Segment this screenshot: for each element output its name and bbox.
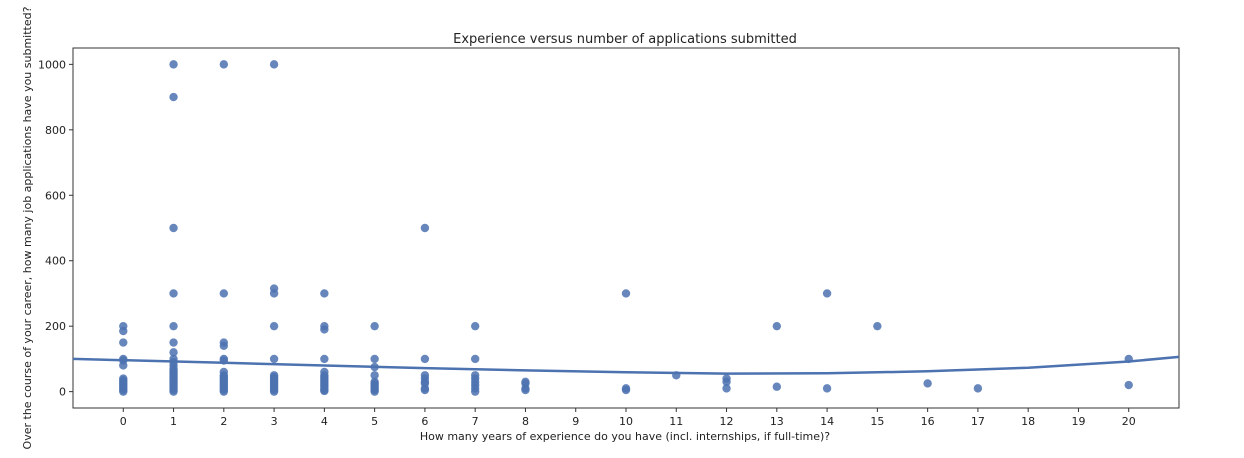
y-tick-label: 600 xyxy=(45,189,66,202)
data-point xyxy=(320,354,329,364)
x-tick-label: 9 xyxy=(572,415,579,428)
data-point xyxy=(621,384,631,393)
data-point xyxy=(973,384,983,393)
data-point xyxy=(169,348,178,357)
x-tick-label: 3 xyxy=(271,415,278,428)
chart-title: Experience versus number of applications… xyxy=(453,32,797,47)
plot-area: 0 1 2 3 4 5 6 7 8 9 10 11 12 13 14 15 16 17 18 19 2002004006… xyxy=(38,47,1180,428)
data-point xyxy=(269,321,279,331)
data-point xyxy=(269,354,279,364)
data-point xyxy=(269,284,279,293)
x-tick-label: 4 xyxy=(321,415,328,428)
x-tick-label: 8 xyxy=(522,415,529,428)
data-point xyxy=(219,354,229,364)
x-tick-label: 2 xyxy=(220,415,227,428)
data-point xyxy=(119,374,128,383)
data-point xyxy=(169,60,178,69)
data-point xyxy=(420,354,430,364)
data-point xyxy=(420,371,430,380)
y-tick-label: 1000 xyxy=(38,58,66,71)
y-tick-label: 800 xyxy=(45,124,66,137)
x-tick-label: 16 xyxy=(921,415,935,428)
y-tick-label: 400 xyxy=(45,255,66,268)
x-tick-label: 18 xyxy=(1021,415,1035,428)
x-tick-label: 20 xyxy=(1122,415,1136,428)
data-point xyxy=(219,367,229,377)
y-tick-label: 200 xyxy=(45,320,66,333)
x-tick-label: 14 xyxy=(820,415,834,428)
trend-line xyxy=(72,355,1180,375)
data-point xyxy=(169,223,178,233)
x-tick-label: 12 xyxy=(720,415,734,428)
data-point xyxy=(169,289,178,298)
data-point xyxy=(169,338,178,347)
data-point xyxy=(320,289,329,298)
data-point xyxy=(169,92,178,102)
x-tick-label: 13 xyxy=(770,415,784,428)
data-point xyxy=(822,384,832,393)
data-point xyxy=(1124,380,1133,390)
data-point xyxy=(320,321,329,331)
x-tick-label: 0 xyxy=(120,415,127,428)
data-point xyxy=(169,321,178,331)
x-tick-label: 5 xyxy=(371,415,378,428)
data-point xyxy=(470,354,480,364)
x-axis-label: How many years of experience do you have… xyxy=(420,430,830,443)
data-point xyxy=(370,321,379,331)
data-point xyxy=(119,321,128,331)
x-tick-label: 15 xyxy=(870,415,884,428)
data-point xyxy=(873,321,882,331)
data-point xyxy=(269,371,279,380)
data-point xyxy=(621,289,631,298)
data-point xyxy=(822,289,832,298)
data-point xyxy=(772,321,782,331)
data-point xyxy=(370,371,379,380)
data-point xyxy=(470,321,480,331)
data-point xyxy=(772,382,782,391)
data-point xyxy=(722,384,731,393)
data-point xyxy=(320,367,329,377)
x-tick-label: 7 xyxy=(472,415,479,428)
data-point xyxy=(370,377,379,387)
x-tick-label: 1 xyxy=(170,415,177,428)
data-point xyxy=(722,374,731,383)
data-point xyxy=(923,379,932,388)
data-point xyxy=(269,60,279,69)
data-point xyxy=(521,377,530,387)
data-point xyxy=(219,289,229,298)
data-point xyxy=(219,338,229,347)
data-point xyxy=(370,354,379,364)
y-tick-label: 0 xyxy=(59,386,66,399)
y-axis-label: Over the course of your career, how many… xyxy=(21,6,34,449)
x-tick-label: 11 xyxy=(669,415,683,428)
data-point xyxy=(119,338,128,347)
plot-frame xyxy=(72,47,1180,409)
x-tick-label: 17 xyxy=(971,415,985,428)
data-point xyxy=(420,223,430,233)
data-point xyxy=(470,371,480,380)
x-tick-label: 6 xyxy=(421,415,428,428)
data-point xyxy=(219,60,229,69)
x-tick-label: 19 xyxy=(1071,415,1085,428)
x-tick-label: 10 xyxy=(619,415,633,428)
